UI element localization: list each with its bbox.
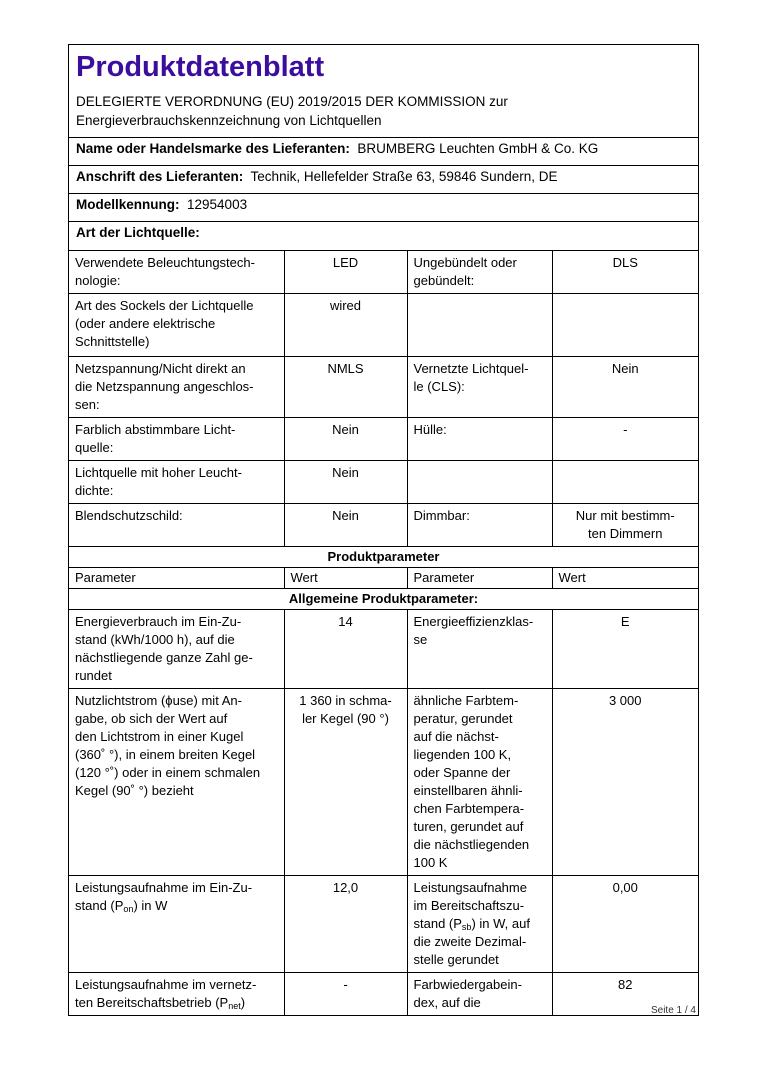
product-params-title: Produktparameter	[69, 546, 698, 568]
param-label: Netzspannung/Nicht direkt an die Netzspa…	[69, 356, 285, 418]
param-label: Leistungsaufnahme im Ein-Zu- stand (Pon)…	[69, 875, 285, 973]
model-label: Modellkennung:	[76, 197, 180, 212]
param-value: NMLS	[283, 356, 408, 418]
param-value: 0,00	[551, 875, 698, 973]
section-row: Allgemeine Produktparameter:	[69, 588, 698, 610]
param-label: Hülle:	[406, 417, 553, 461]
column-header: Wert	[283, 567, 408, 589]
param-value: Nein	[551, 356, 698, 418]
param-label: Energieverbrauch im Ein-Zu- stand (kWh/1…	[69, 609, 285, 689]
param-label: Verwendete Beleuchtungstech- nologie:	[69, 250, 285, 294]
param-value: 82	[551, 972, 698, 1016]
param-label: Farblich abstimmbare Licht- quelle:	[69, 417, 285, 461]
param-value: 12,0	[283, 875, 408, 973]
table-row: Netzspannung/Nicht direkt an die Netzspa…	[69, 356, 698, 418]
param-value: 3 000	[551, 688, 698, 876]
table-row: Leistungsaufnahme im vernetz- ten Bereit…	[69, 972, 698, 1016]
light-source-type-row: Art der Lichtquelle:	[69, 222, 698, 250]
table-row: Blendschutzschild: Nein Dimmbar: Nur mit be…	[69, 503, 698, 547]
page-number: Seite 1 / 4	[650, 1005, 696, 1016]
table-row: Leistungsaufnahme im Ein-Zu- stand (Pon)…	[69, 875, 698, 973]
param-value: Nur mit bestimm- ten Dimmern	[551, 503, 698, 547]
table-row: Verwendete Beleuchtungstech- nologie: LED…	[69, 250, 698, 294]
param-value: DLS	[551, 250, 698, 294]
table-row: Lichtquelle mit hoher Leucht- dichte: Nei…	[69, 460, 698, 504]
param-value: -	[551, 417, 698, 461]
param-value: Nein	[283, 417, 408, 461]
column-header: Parameter	[69, 567, 285, 589]
supplier-name-value: BRUMBERG Leuchten GmbH & Co. KG	[357, 141, 599, 156]
param-label: Vernetzte Lichtquel- le (CLS):	[406, 356, 553, 418]
table-row: Energieverbrauch im Ein-Zu- stand (kWh/1…	[69, 609, 698, 689]
param-label: Art des Sockels der Lichtquelle (oder an…	[69, 293, 285, 357]
param-value: 14	[283, 609, 408, 689]
param-label: Lichtquelle mit hoher Leucht- dichte:	[69, 460, 285, 504]
param-value: Nein	[283, 503, 408, 547]
table-row: Art des Sockels der Lichtquelle (oder an…	[69, 293, 698, 357]
datasheet-table: Verwendete Beleuchtungstech- nologie: LED…	[69, 250, 698, 1016]
column-header: Parameter	[406, 567, 553, 589]
param-label	[406, 293, 553, 357]
param-value: LED	[283, 250, 408, 294]
param-value: Nein	[283, 460, 408, 504]
model-row: Modellkennung: 12954003	[69, 194, 698, 222]
param-label	[406, 460, 553, 504]
param-value: wired	[283, 293, 408, 357]
supplier-address-row: Anschrift des Lieferanten: Technik, Hell…	[69, 166, 698, 194]
param-label: Dimmbar:	[406, 503, 553, 547]
param-label: Energieeffizienzklas- se	[406, 609, 553, 689]
param-value	[551, 460, 698, 504]
param-label: Ungebündelt oder gebündelt:	[406, 250, 553, 294]
supplier-name-label: Name oder Handelsmarke des Lieferanten:	[76, 141, 350, 156]
param-value: 1 360 in schma- ler Kegel (90 °)	[283, 688, 408, 876]
page-title: Produktdatenblatt	[76, 51, 325, 83]
product-datasheet: Produktdatenblatt DELEGIERTE VERORDNUNG …	[68, 44, 699, 1016]
param-value	[551, 293, 698, 357]
supplier-address-value: Technik, Hellefelder Straße 63, 59846 Su…	[250, 169, 558, 184]
param-value: E	[551, 609, 698, 689]
param-label: Nutzlichtstrom (ϕuse) mit An- gabe, ob s…	[69, 688, 285, 876]
param-label: Farbwiedergabein- dex, auf die	[406, 972, 553, 1016]
param-label: Leistungsaufnahme im vernetz- ten Bereit…	[69, 972, 285, 1016]
column-header: Wert	[551, 567, 698, 589]
header-block: Produktdatenblatt DELEGIERTE VERORDNUNG …	[69, 45, 698, 138]
param-label: Leistungsaufnahme im Bereitschaftszu- st…	[406, 875, 553, 973]
table-row: Farblich abstimmbare Licht- quelle: Nein H…	[69, 417, 698, 461]
param-label: Blendschutzschild:	[69, 503, 285, 547]
param-value: -	[283, 972, 408, 1016]
light-source-type-label: Art der Lichtquelle:	[76, 225, 200, 240]
supplier-address-label: Anschrift des Lieferanten:	[76, 169, 244, 184]
general-params-title: Allgemeine Produktparameter:	[69, 588, 698, 610]
model-value: 12954003	[187, 197, 248, 212]
supplier-name-row: Name oder Handelsmarke des Lieferanten: …	[69, 138, 698, 166]
regulation-subtitle: DELEGIERTE VERORDNUNG (EU) 2019/2015 DER…	[76, 94, 508, 128]
section-row: Produktparameter	[69, 546, 698, 568]
param-label: ähnliche Farbtem- peratur, gerundet auf …	[406, 688, 553, 876]
table-row: Nutzlichtstrom (ϕuse) mit An- gabe, ob s…	[69, 688, 698, 876]
column-header-row: Parameter Wert Parameter Wert	[69, 567, 698, 589]
